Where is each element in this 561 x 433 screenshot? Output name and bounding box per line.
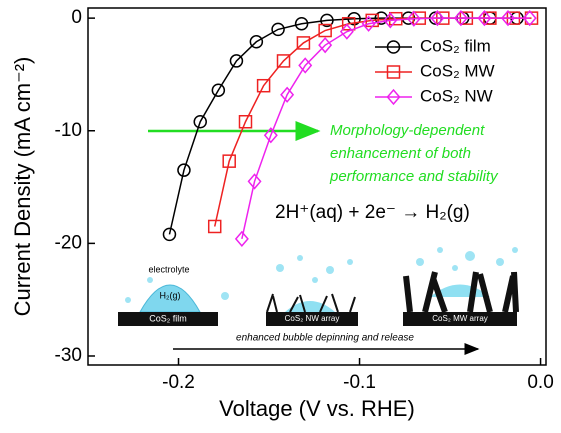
y-tick-label: -30: [55, 345, 82, 366]
annotation: performance and stability: [329, 168, 499, 185]
legend-label: CoS₂ NW: [420, 86, 493, 105]
marker: [318, 37, 333, 54]
marker: [229, 54, 244, 68]
marker: [193, 114, 207, 129]
marker: [234, 230, 249, 248]
marker: [406, 10, 421, 27]
marker: [320, 13, 334, 28]
marker: [388, 11, 403, 26]
marker: [522, 9, 537, 27]
y-tick-label: -20: [55, 232, 82, 253]
series-line: [241, 17, 530, 240]
marker: [263, 127, 278, 144]
marker: [177, 163, 191, 177]
marker: [280, 86, 295, 103]
marker: [249, 35, 264, 49]
inset-label: CoS₂ MW array: [432, 314, 488, 323]
inset-label: electrolyte: [148, 264, 189, 274]
inset-label: enhanced bubble depinning and release: [236, 333, 414, 344]
equation: 2H⁺(aq) + 2e⁻ → H₂(g): [275, 202, 470, 223]
marker: [298, 57, 313, 74]
marker: [386, 88, 401, 106]
marker: [386, 65, 401, 79]
x-axis-label: Voltage (V vs. RHE): [219, 396, 415, 421]
inset-schematic: [118, 247, 519, 355]
plot-area: -0.2 -0.1 0.0 0 -10 -20 -30 Voltage (V vs. RHE)…: [10, 7, 554, 421]
legend-label: CoS₂ MW: [420, 61, 495, 80]
x-tick-label: -0.1: [343, 372, 376, 393]
x-tick-label: 0.0: [527, 372, 553, 393]
inset-label: H₂(g): [160, 290, 181, 300]
legend-label: CoS₂ film: [420, 36, 491, 55]
marker: [430, 9, 445, 27]
plot-frame: [87, 7, 547, 366]
marker: [296, 36, 311, 50]
marker: [383, 12, 398, 29]
marker: [256, 78, 271, 93]
annotation: Morphology-dependent: [330, 122, 485, 139]
marker: [318, 23, 332, 38]
marker: [294, 17, 309, 31]
marker: [500, 9, 515, 27]
marker: [276, 54, 291, 68]
marker: [271, 22, 285, 37]
x-tick-label: -0.2: [162, 372, 195, 393]
marker: [341, 17, 356, 31]
inset-label: CoS₂ film: [149, 313, 187, 323]
marker: [238, 114, 253, 129]
marker: [361, 15, 376, 32]
marker: [453, 9, 468, 27]
y-tick-label: -10: [55, 120, 82, 141]
marker: [477, 9, 492, 27]
marker: [207, 219, 222, 234]
marker: [222, 154, 236, 168]
y-axis-label: Current Density (mA cm⁻²): [10, 57, 35, 317]
marker: [211, 83, 226, 97]
y-tick-label: 0: [71, 7, 82, 28]
marker: [162, 227, 177, 242]
annotation: enhancement of both: [330, 145, 471, 162]
marker: [247, 173, 262, 190]
marker: [386, 40, 401, 54]
marker: [339, 23, 354, 40]
inset-label: CoS₂ NW array: [285, 314, 340, 323]
marker: [374, 11, 389, 25]
